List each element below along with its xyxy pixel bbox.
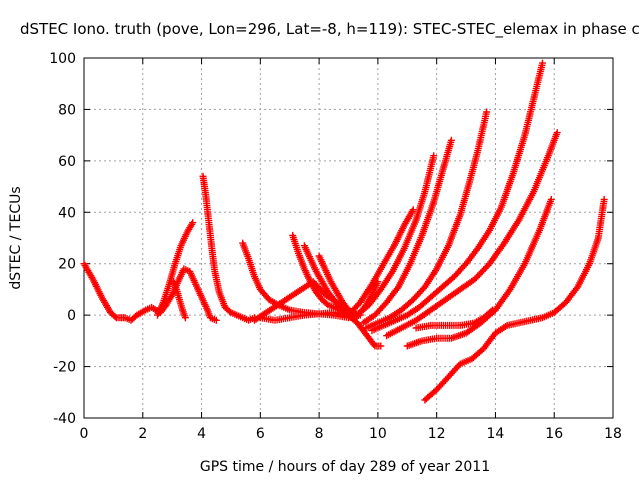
series-12-markers: [353, 152, 438, 319]
series-1: [80, 260, 220, 324]
series-15: [368, 59, 546, 335]
series-12: [353, 152, 438, 319]
series-15-markers: [368, 59, 546, 335]
series-3-markers: [170, 278, 189, 322]
y-tick-label: -20: [53, 360, 76, 376]
y-tick-label: 80: [58, 102, 76, 118]
chart-title: dSTEC Iono. truth (pove, Lon=296, Lat=-8…: [20, 20, 640, 39]
series-14: [362, 108, 491, 332]
x-tick-label: 2: [138, 426, 147, 442]
x-tick-label: 0: [80, 426, 89, 442]
series-13-markers: [359, 136, 455, 327]
y-axis-label: dSTEC / TECUs: [8, 186, 24, 289]
x-tick-label: 6: [256, 426, 265, 442]
series-13: [359, 136, 455, 327]
series-14-markers: [362, 108, 491, 332]
x-tick-label: 8: [315, 426, 324, 442]
series-4: [199, 172, 258, 324]
x-tick-label: 12: [428, 426, 446, 442]
series-2: [154, 219, 197, 319]
series-11: [345, 206, 417, 319]
x-tick-label: 14: [487, 426, 505, 442]
series-3: [170, 278, 189, 322]
y-tick-label: -40: [53, 411, 76, 427]
data-series: [80, 59, 608, 404]
series-7: [256, 309, 352, 324]
series-2-markers: [154, 219, 197, 319]
series-4-markers: [199, 172, 258, 324]
series-11-markers: [345, 206, 417, 319]
y-tick-label: 0: [67, 308, 76, 324]
y-tick-label: 100: [49, 51, 76, 67]
series-18: [412, 306, 496, 332]
series-16-markers: [383, 129, 561, 340]
series-18-markers: [412, 306, 496, 332]
plot-frame: [83, 57, 614, 419]
series-7-markers: [256, 309, 352, 324]
series-1-markers: [80, 260, 220, 324]
axis-ticks: 0 2 4 6 8 10 12 14 16 18 -40 -20 0 20 40 60 80 100: [49, 51, 622, 442]
x-tick-label: 10: [369, 426, 387, 442]
y-tick-label: 40: [58, 205, 76, 221]
x-tick-label: 4: [197, 426, 206, 442]
series-19: [421, 195, 608, 404]
series-16: [383, 129, 561, 340]
x-axis-label: GPS time / hours of day 289 of year 2011: [200, 459, 490, 475]
x-tick-label: 16: [545, 426, 563, 442]
y-tick-label: 60: [58, 154, 76, 170]
series-19-markers: [421, 195, 608, 404]
x-tick-label: 18: [604, 426, 622, 442]
y-tick-label: 20: [58, 257, 76, 273]
